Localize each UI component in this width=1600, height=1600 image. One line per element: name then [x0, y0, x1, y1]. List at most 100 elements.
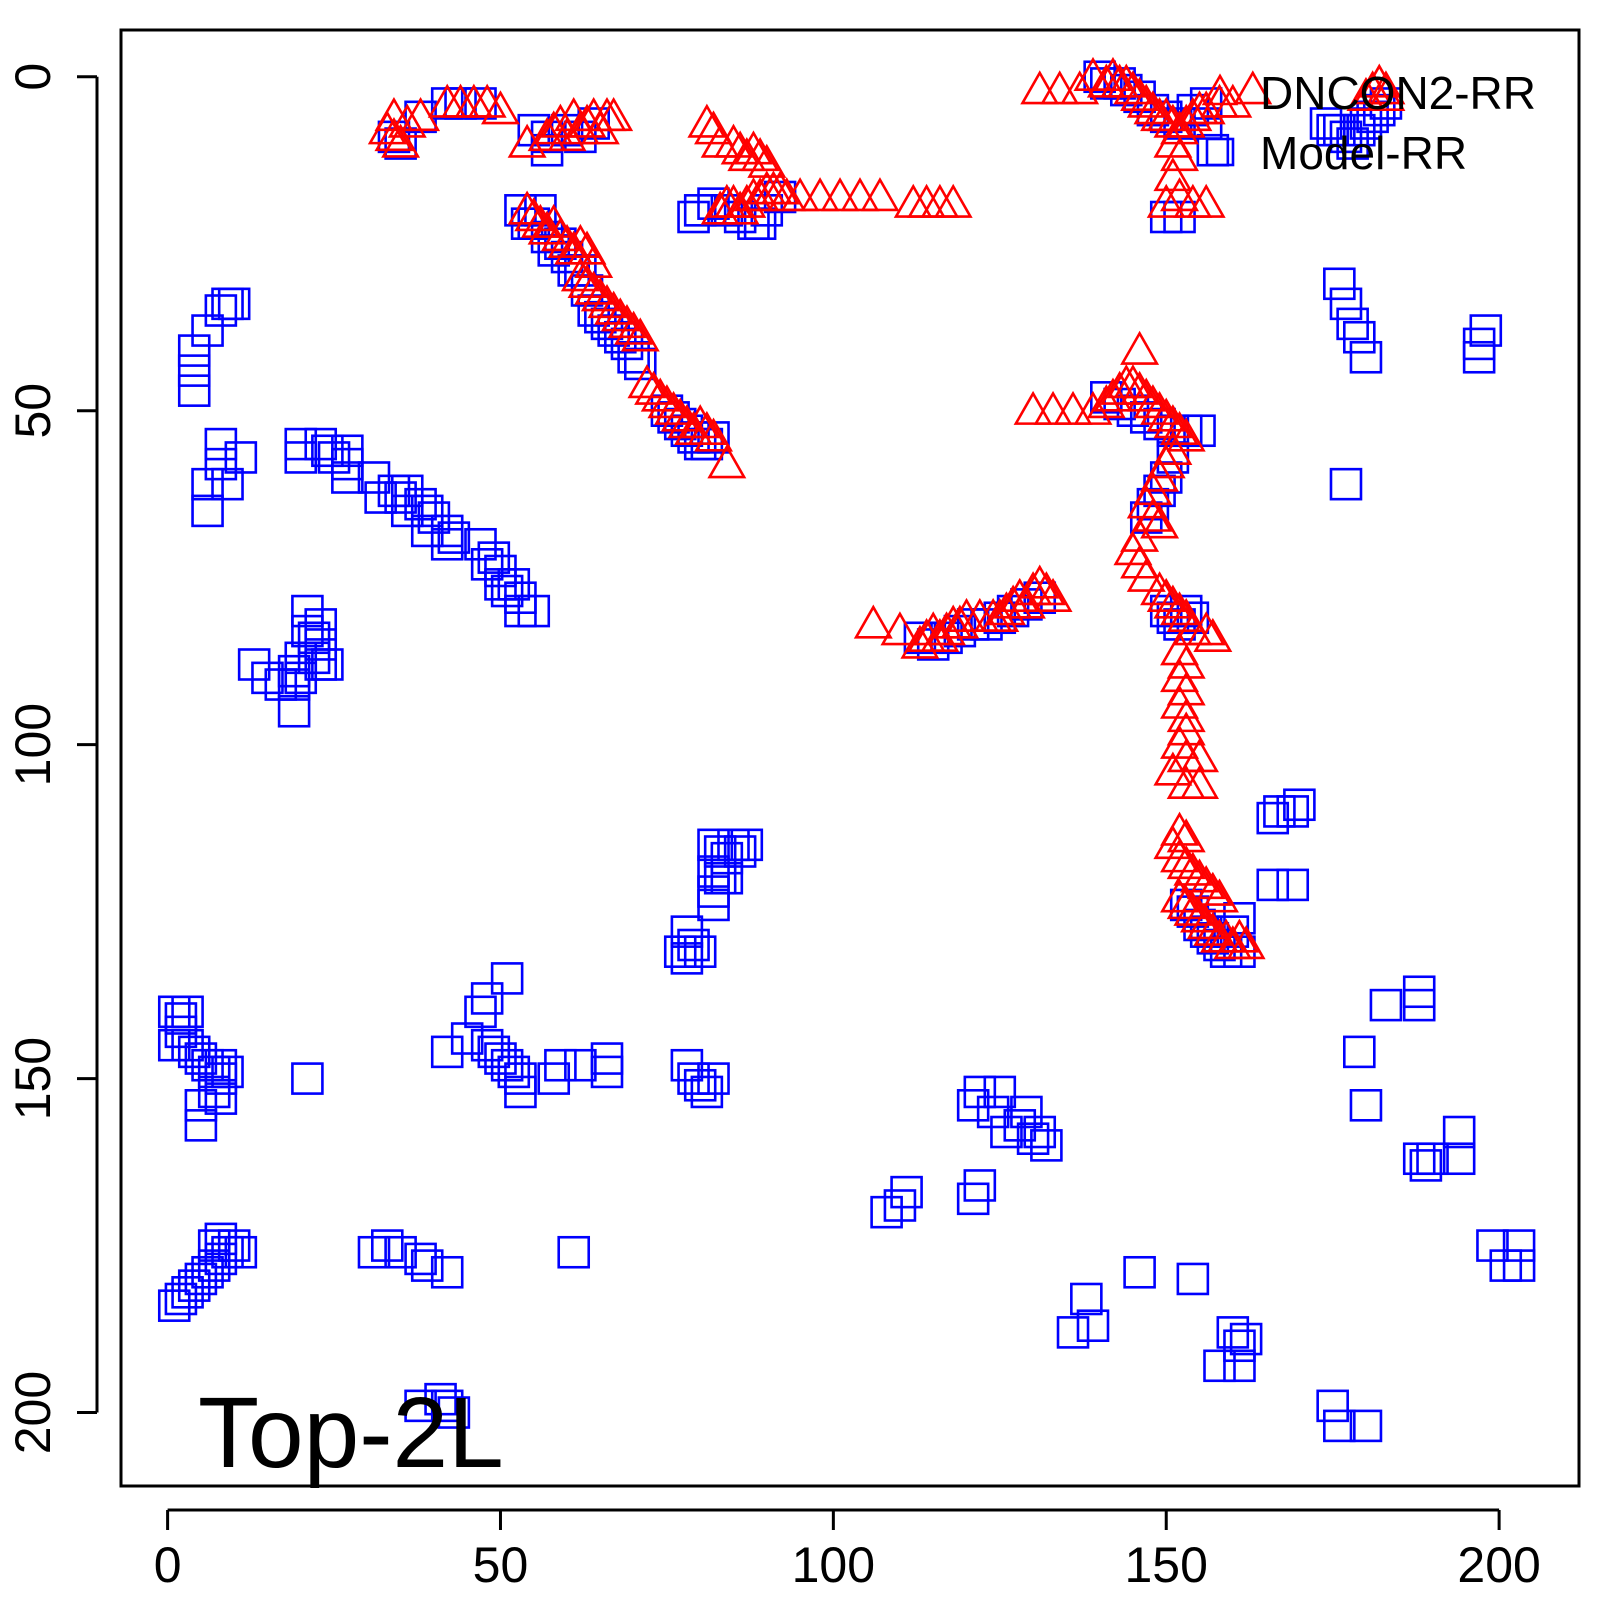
legend-label: Model-RR — [1260, 127, 1467, 179]
data-point-triangle — [1126, 377, 1166, 412]
data-point-square — [677, 1062, 710, 1095]
data-point-square — [410, 514, 444, 548]
y-tick-label: 0 — [5, 63, 61, 91]
data-point-triangle — [1146, 183, 1186, 218]
data-point-square — [1283, 788, 1316, 822]
data-point-square — [284, 661, 318, 695]
data-point-square — [184, 1262, 218, 1296]
data-point-square — [204, 1242, 238, 1276]
data-point-triangle — [514, 197, 554, 232]
data-point-triangle — [680, 404, 720, 439]
data-point-triangle — [780, 177, 820, 212]
data-point-triangle — [1180, 858, 1220, 893]
data-point-triangle — [1166, 844, 1206, 880]
data-point-square — [1323, 267, 1356, 301]
y-tick-label: 150 — [5, 1037, 61, 1120]
data-point-square — [990, 1115, 1023, 1149]
y-tick-label: 200 — [5, 1371, 61, 1454]
legend: DNCON2-RR Model-RR — [1201, 67, 1536, 179]
data-point-triangle — [747, 143, 787, 178]
data-point-square — [264, 668, 298, 701]
data-point-square — [1010, 1095, 1043, 1129]
data-point-triangle — [560, 110, 600, 145]
data-point-triangle — [1133, 384, 1173, 419]
data-point-square — [1329, 287, 1363, 321]
data-marks — [157, 56, 1536, 1443]
data-point-triangle — [920, 617, 960, 653]
data-point-triangle — [740, 137, 780, 172]
data-point-square — [390, 474, 424, 508]
data-point-square — [976, 1095, 1010, 1129]
data-point-triangle — [933, 183, 973, 218]
data-point-square — [384, 1235, 417, 1269]
data-point-triangle — [401, 96, 441, 132]
data-point-square — [1336, 307, 1369, 341]
data-point-triangle — [560, 257, 600, 292]
data-point-square — [490, 962, 524, 995]
data-point-square — [224, 1235, 258, 1269]
data-point-square — [197, 1229, 231, 1262]
data-point-square — [1203, 1349, 1236, 1383]
data-point-triangle — [1186, 905, 1226, 940]
data-point-triangle — [1113, 70, 1153, 105]
data-point-square — [564, 1048, 597, 1082]
data-point-square — [1003, 1109, 1037, 1142]
data-point-square — [1223, 1329, 1256, 1363]
data-point-square — [410, 1249, 444, 1282]
data-point-square — [437, 521, 471, 554]
x-tick-label: 50 — [473, 1537, 529, 1593]
data-point-square — [430, 527, 464, 561]
data-point-square — [697, 1062, 730, 1095]
data-point-triangle — [1140, 390, 1180, 425]
data-point-square — [883, 1189, 917, 1222]
data-point-triangle — [733, 130, 773, 165]
data-point-triangle — [1166, 103, 1206, 138]
data-point-square — [177, 354, 211, 387]
data-point-triangle — [627, 364, 667, 399]
data-point-square — [1343, 320, 1376, 354]
data-point-square — [204, 1048, 238, 1082]
data-point-square — [464, 527, 497, 561]
data-point-square — [1023, 1115, 1057, 1149]
data-point-triangle — [1146, 577, 1186, 612]
data-point-square — [390, 494, 424, 528]
data-point-triangle — [527, 116, 567, 152]
x-axis: 0 50 100 150 200 — [154, 1508, 1541, 1593]
data-point-triangle — [1033, 390, 1073, 425]
data-point-square — [311, 648, 344, 681]
data-point-triangle — [1186, 90, 1226, 125]
data-point-triangle — [654, 390, 694, 425]
data-point-square — [410, 494, 444, 528]
data-point-triangle — [1160, 591, 1200, 626]
data-point-square — [1076, 1309, 1110, 1343]
data-point-square — [177, 1035, 211, 1069]
data-point-triangle — [1193, 871, 1233, 906]
data-point-square — [1256, 801, 1290, 835]
data-point-square — [1343, 1035, 1376, 1069]
data-point-square — [703, 835, 737, 868]
data-point-square — [683, 1068, 717, 1102]
data-point-triangle — [694, 417, 734, 452]
data-point-square — [1323, 1409, 1356, 1443]
data-point-square — [1369, 988, 1403, 1022]
data-point-square — [311, 434, 344, 468]
data-point-triangle — [574, 270, 614, 305]
data-point-square — [1316, 1389, 1349, 1423]
data-point-square — [1276, 868, 1310, 902]
data-point-square — [1462, 340, 1496, 374]
data-point-triangle — [1140, 504, 1180, 539]
data-point-triangle — [1120, 76, 1160, 112]
data-point-triangle — [700, 190, 740, 225]
data-point-square — [1343, 113, 1376, 147]
data-point-square — [1402, 988, 1436, 1022]
data-point-square — [590, 1055, 624, 1089]
data-point-square — [404, 487, 437, 521]
data-point-square — [237, 648, 271, 681]
data-point-square — [430, 1255, 464, 1289]
data-point-triangle — [660, 397, 700, 432]
data-point-triangle — [840, 177, 880, 212]
data-point-square — [490, 574, 524, 608]
data-point-square — [157, 1289, 191, 1322]
data-point-square — [157, 1028, 191, 1062]
